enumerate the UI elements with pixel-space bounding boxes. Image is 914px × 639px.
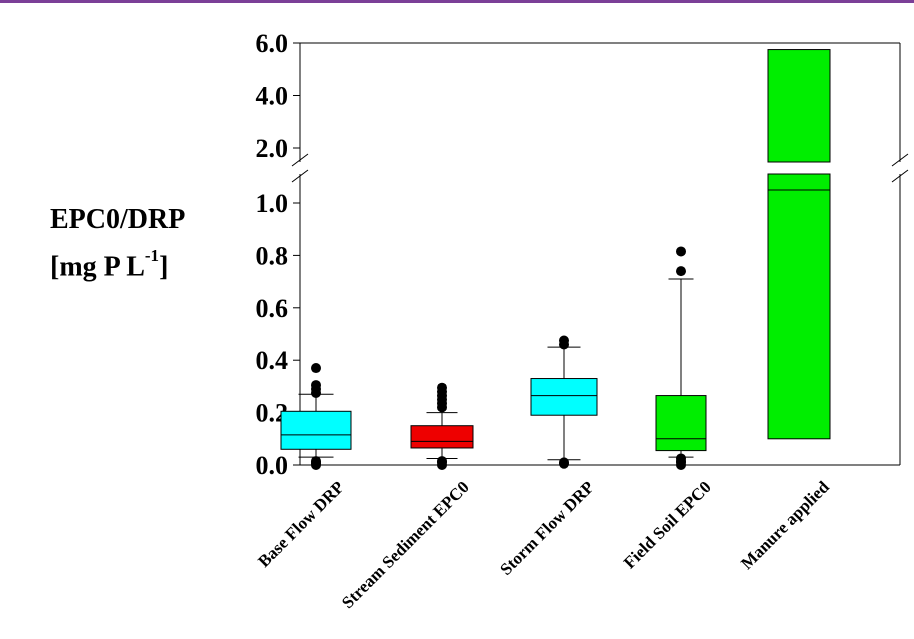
y-axis-unit-exponent: -1 [144, 246, 160, 265]
outlier-point [676, 246, 686, 257]
y-tick-label: 2.0 [256, 134, 289, 163]
outlier-point [311, 456, 321, 467]
axis-break-mark-right-2 [891, 169, 909, 183]
y-tick-label: 1.0 [256, 189, 289, 218]
outlier-point [676, 266, 686, 277]
box-series [280, 49, 831, 470]
y-tick-label: 0.4 [256, 346, 289, 375]
axis-break-mark-right-1 [891, 153, 909, 167]
axis-break-mark-left-2 [291, 169, 309, 183]
y-axis-unit: [mg P L [50, 251, 145, 283]
plot-frame [291, 42, 909, 466]
box-body [410, 425, 474, 449]
outlier-point [676, 453, 686, 464]
box-3 [655, 246, 707, 470]
box-upper-part [767, 49, 831, 163]
box-2 [530, 335, 598, 469]
box-4 [767, 49, 831, 440]
outlier-point [559, 457, 569, 468]
y-axis-label-line2: [mg P L-1] [50, 240, 240, 287]
x-axis-category-label: Stream Sediment EPC0 [338, 477, 473, 612]
outlier-point [311, 380, 321, 391]
outlier-point [311, 363, 321, 374]
x-axis-category-label: Field Soil EPC0 [620, 477, 715, 572]
y-tick-label: 0.0 [256, 451, 289, 480]
y-axis-label: EPC0/DRP [mg P L-1] [50, 200, 240, 287]
outlier-point [559, 335, 569, 346]
box-body [655, 395, 707, 452]
box-lower-part [767, 173, 831, 440]
outlier-point [437, 456, 447, 467]
outlier-point [437, 382, 447, 393]
y-axis-label-line1: EPC0/DRP [50, 204, 186, 235]
y-tick-label: 6.0 [256, 29, 289, 58]
box-body [530, 378, 598, 416]
box-1 [410, 382, 474, 470]
axis-break-mark-left-1 [291, 153, 309, 167]
x-axis-category-label: Storm Flow DRP [496, 477, 598, 579]
y-axis-unit-close: ] [159, 251, 169, 283]
x-axis-category-label: Base Flow DRP [254, 477, 348, 571]
y-tick-label: 0.8 [256, 241, 289, 270]
top-accent-bar [0, 0, 914, 3]
box-0 [280, 363, 352, 470]
x-axis-category-label: Manure applied [737, 477, 833, 573]
y-tick-label: 0.6 [256, 294, 289, 323]
y-tick-label: 4.0 [256, 82, 289, 111]
box-body [280, 410, 352, 450]
